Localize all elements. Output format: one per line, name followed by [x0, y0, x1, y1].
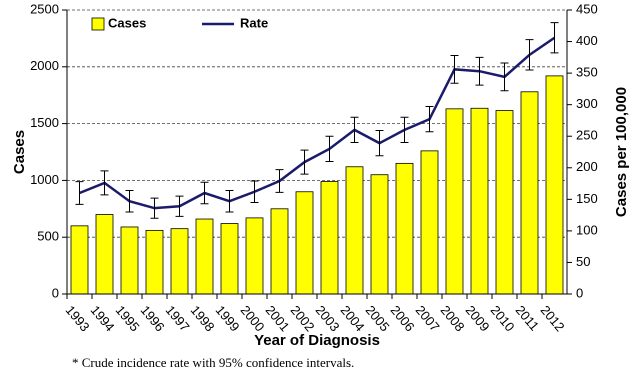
error-bar — [425, 106, 434, 133]
legend-label: Cases — [108, 15, 146, 30]
x-tick-label: 2007 — [413, 302, 443, 334]
error-bar — [150, 197, 159, 219]
y2-tick-label: 450 — [576, 1, 598, 16]
error-bar — [125, 189, 134, 213]
bar — [220, 223, 239, 295]
x-tick-label: 2004 — [338, 302, 368, 334]
error-bar — [525, 39, 534, 71]
error-bar — [500, 62, 509, 92]
y2-tick-label: 250 — [576, 128, 598, 143]
y2-tick-label: 350 — [576, 65, 598, 80]
x-tick-label: 1995 — [113, 302, 143, 334]
x-tick-label: 2008 — [438, 302, 468, 334]
bar — [195, 218, 214, 295]
x-tick-label: 1999 — [213, 302, 243, 334]
y2-axis-title: Cases per 100,000 — [613, 87, 630, 217]
error-bar — [75, 181, 84, 205]
error-bar — [475, 56, 484, 86]
x-tick-label: 2010 — [488, 302, 518, 334]
legend-label: Rate — [240, 15, 268, 30]
x-tick-label: 2000 — [238, 302, 268, 334]
y-tick-label: 1500 — [30, 115, 59, 130]
bar — [520, 91, 539, 295]
error-bar — [200, 181, 209, 205]
y-tick-label: 0 — [52, 285, 59, 300]
x-tick-label: 2002 — [288, 302, 318, 334]
x-tick-label: 1993 — [63, 302, 93, 334]
error-bar — [400, 116, 409, 144]
bar — [545, 75, 564, 295]
x-tick-label: 1994 — [88, 302, 118, 334]
error-bar — [550, 22, 559, 54]
bar — [370, 174, 389, 295]
x-tick-label: 1997 — [163, 302, 193, 334]
x-tick-label: 2009 — [463, 302, 493, 334]
bar — [145, 229, 164, 295]
x-axis-title: Year of Diagnosis — [254, 332, 380, 349]
bar — [270, 208, 289, 295]
bar — [95, 214, 114, 295]
error-bar — [275, 169, 284, 193]
error-bar — [325, 135, 334, 162]
error-bar — [350, 116, 359, 144]
bar — [120, 226, 139, 295]
bar — [445, 108, 464, 295]
x-tick-label: 2012 — [538, 302, 568, 334]
error-bar — [225, 189, 234, 213]
rate-line — [79, 36, 556, 210]
x-tick-label: 2003 — [313, 302, 343, 334]
y2-tick-label: 0 — [576, 285, 583, 300]
bar — [295, 191, 314, 295]
y2-tick-label: 300 — [576, 96, 598, 111]
x-tick-label: 2001 — [263, 302, 293, 334]
y2-tick-label: 50 — [576, 254, 590, 269]
y-tick-label: 2500 — [30, 1, 59, 16]
bar — [395, 162, 414, 295]
bar — [420, 150, 439, 295]
y2-tick-label: 200 — [576, 159, 598, 174]
y-tick-label: 500 — [37, 229, 59, 244]
error-bar — [375, 130, 384, 157]
y-tick-label: 2000 — [30, 58, 59, 73]
x-tick-label: 2005 — [363, 302, 393, 334]
x-tick-label: 2006 — [388, 302, 418, 334]
axes — [66, 10, 568, 295]
y2-tick-label: 150 — [576, 191, 598, 206]
bar — [495, 110, 514, 295]
error-bar — [175, 195, 184, 217]
x-tick-label: 2011 — [513, 302, 542, 333]
bar — [320, 181, 339, 295]
bar — [470, 107, 489, 295]
error-bar — [100, 170, 109, 196]
bar — [245, 217, 264, 295]
y2-tick-label: 100 — [576, 222, 598, 237]
bar — [345, 166, 364, 295]
y-tick-label: 1000 — [30, 172, 59, 187]
y2-tick-label: 400 — [576, 33, 598, 48]
x-tick-label: 1996 — [138, 302, 168, 334]
y-axis-title: Cases — [11, 130, 28, 174]
footnote: * Crude incidence rate with 95% confiden… — [72, 355, 354, 370]
x-tick-label: 1998 — [188, 302, 218, 334]
error-bar — [250, 180, 259, 203]
error-bar — [300, 149, 309, 175]
bar — [170, 228, 189, 295]
bar — [70, 225, 89, 295]
error-bar — [450, 54, 459, 84]
legend-swatch — [91, 17, 105, 31]
